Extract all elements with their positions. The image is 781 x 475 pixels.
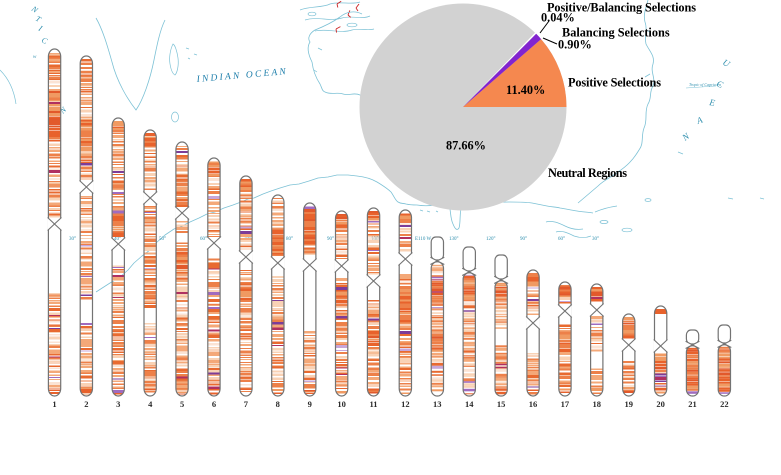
- svg-text:N: N: [57, 105, 68, 116]
- svg-text:130°: 130°: [449, 237, 459, 242]
- svg-text:U: U: [721, 57, 732, 69]
- svg-text:9: 9: [308, 399, 312, 409]
- svg-text:40°: 40°: [114, 237, 121, 242]
- svg-text:80°: 80°: [286, 237, 293, 242]
- svg-text:30°: 30°: [592, 237, 599, 242]
- svg-text:20: 20: [656, 399, 665, 409]
- svg-text:22: 22: [720, 399, 729, 409]
- svg-text:120°: 120°: [486, 237, 496, 242]
- svg-text:14: 14: [465, 399, 474, 409]
- svg-text:18: 18: [593, 399, 602, 409]
- svg-text:0.90%: 0.90%: [558, 38, 592, 52]
- svg-text:Positive/Balancing Selections: Positive/Balancing Selections: [547, 1, 696, 15]
- svg-text:4: 4: [148, 399, 153, 409]
- svg-text:w: w: [33, 55, 37, 60]
- svg-text:Neutral Regions: Neutral Regions: [548, 166, 627, 180]
- svg-text:8: 8: [276, 399, 280, 409]
- svg-text:A: A: [694, 114, 704, 126]
- svg-text:C: C: [715, 78, 725, 90]
- svg-text:3: 3: [116, 399, 120, 409]
- svg-text:7: 7: [244, 399, 249, 409]
- svg-text:16: 16: [529, 399, 538, 409]
- svg-text:19: 19: [624, 399, 633, 409]
- svg-text:0.04%: 0.04%: [541, 11, 575, 25]
- svg-text:Positive Selections: Positive Selections: [568, 76, 661, 90]
- svg-text:10: 10: [337, 399, 346, 409]
- svg-text:Tropic of Capricorn: Tropic of Capricorn: [689, 82, 721, 87]
- svg-text:2: 2: [84, 399, 88, 409]
- svg-text:E110 W: E110 W: [415, 237, 432, 242]
- svg-text:E: E: [708, 97, 717, 108]
- svg-text:T: T: [34, 14, 43, 24]
- svg-text:90°: 90°: [520, 237, 527, 242]
- svg-text:13: 13: [433, 399, 442, 409]
- svg-text:50°: 50°: [159, 237, 166, 242]
- svg-text:30°: 30°: [69, 237, 76, 242]
- svg-text:I: I: [36, 23, 44, 33]
- svg-text:11.40%: 11.40%: [506, 83, 545, 97]
- svg-text:12: 12: [401, 399, 410, 409]
- svg-text:1: 1: [52, 399, 56, 409]
- svg-text:60°: 60°: [200, 237, 207, 242]
- svg-text:5: 5: [180, 399, 184, 409]
- svg-text:17: 17: [561, 399, 570, 409]
- svg-text:N: N: [29, 4, 40, 15]
- svg-text:6: 6: [212, 399, 216, 409]
- svg-text:Balancing Selections: Balancing Selections: [562, 26, 670, 40]
- svg-text:21: 21: [688, 399, 697, 409]
- svg-text:60°: 60°: [558, 237, 565, 242]
- svg-text:87.66%: 87.66%: [446, 139, 486, 153]
- svg-text:11: 11: [369, 399, 377, 409]
- svg-text:15: 15: [497, 399, 506, 409]
- svg-text:90°: 90°: [327, 237, 334, 242]
- svg-text:C: C: [40, 36, 49, 47]
